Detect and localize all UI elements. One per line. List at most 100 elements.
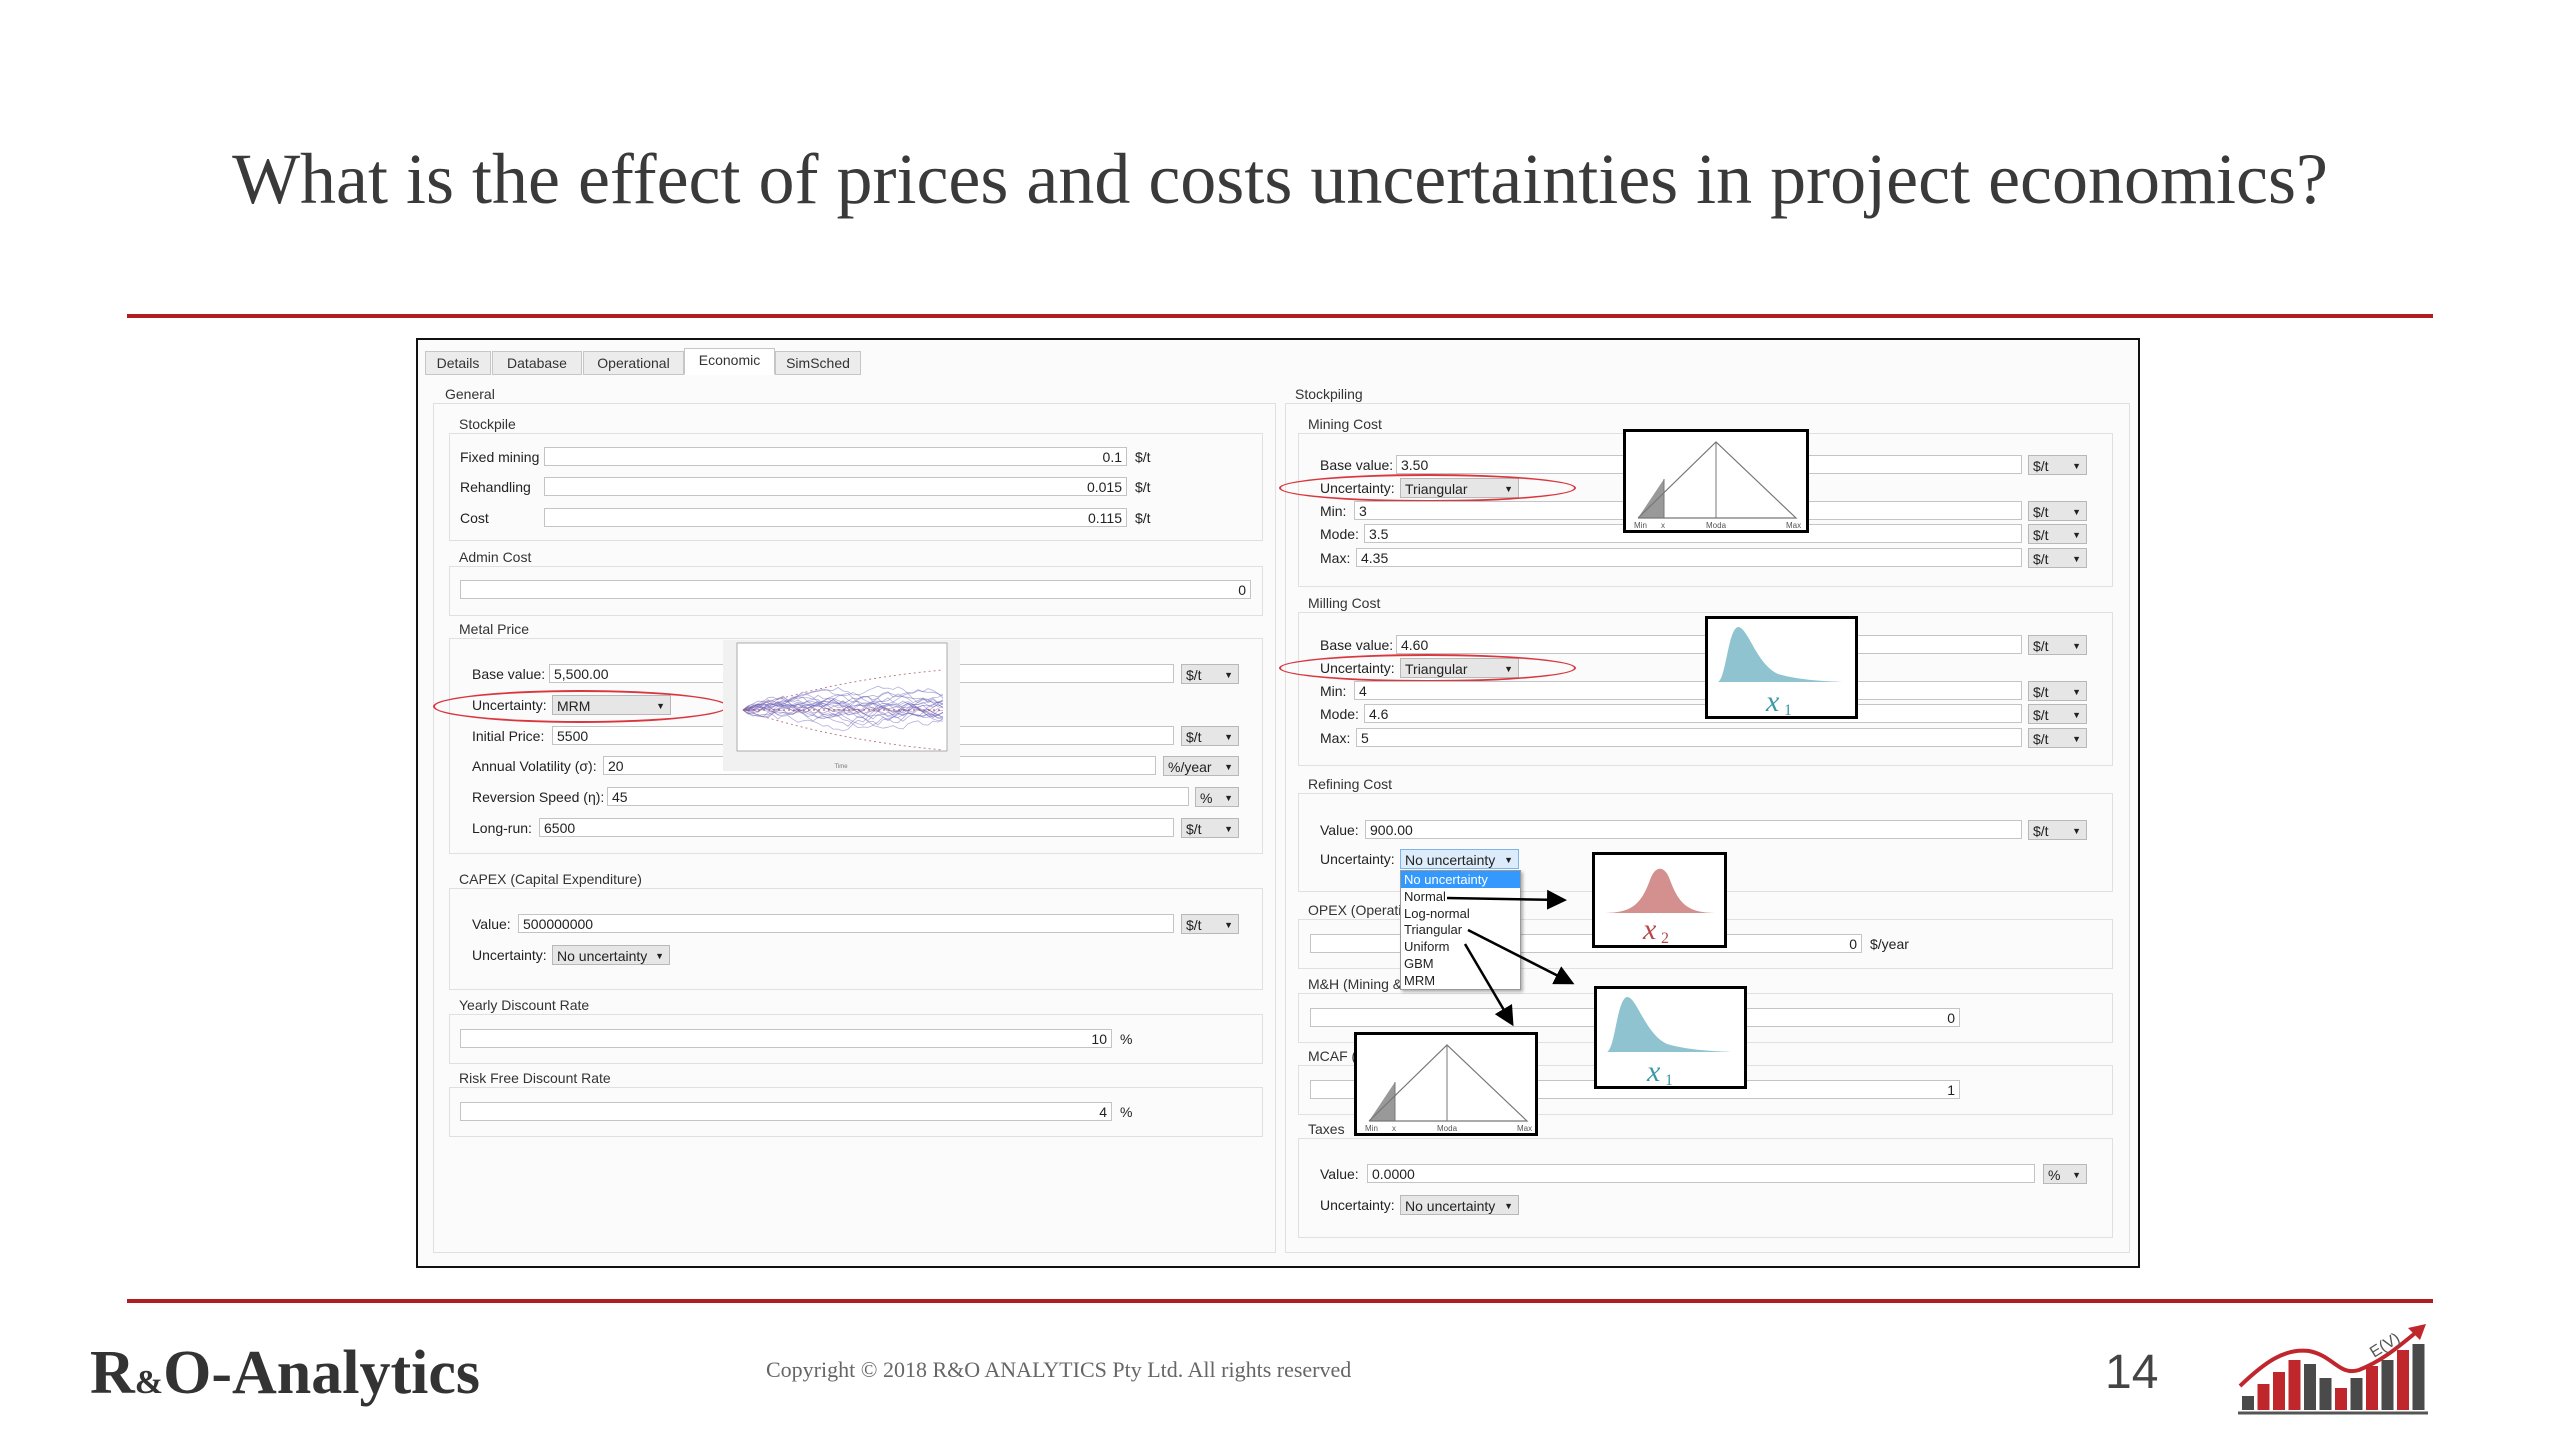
milling-mode-label: Mode:: [1320, 706, 1359, 722]
mrm-path: [742, 685, 944, 720]
unit-value: $/t: [2033, 684, 2049, 700]
taxes-uncertainty-label: Uncertainty:: [1320, 1197, 1395, 1213]
reversion-unit-select[interactable]: % ▼: [1195, 787, 1239, 807]
mrm-path: [742, 704, 944, 726]
tab-database[interactable]: Database: [492, 351, 582, 375]
highlight-ellipse: [433, 690, 728, 723]
chevron-down-icon: ▼: [2072, 507, 2081, 517]
opex-input[interactable]: 0: [1310, 934, 1862, 953]
general-group: [433, 403, 1276, 1253]
triangular-distribution-figure: Min x Moda Max: [1623, 429, 1809, 533]
chevron-down-icon: ▼: [1224, 670, 1233, 680]
capex-label: CAPEX (Capital Expenditure): [456, 871, 645, 887]
risk-free-input[interactable]: 4: [460, 1102, 1112, 1121]
brand-amp: &: [134, 1364, 164, 1401]
milling-cost-label: Milling Cost: [1305, 595, 1384, 611]
metal-base-unit-select[interactable]: $/t ▼: [1181, 664, 1239, 684]
yearly-discount-input[interactable]: 10: [460, 1029, 1112, 1048]
tab-economic[interactable]: Economic: [684, 348, 775, 375]
logo-bar: [2412, 1344, 2425, 1410]
tab-simsched[interactable]: SimSched: [775, 351, 861, 375]
admin-cost-input[interactable]: 0: [460, 580, 1251, 599]
mrm-path: [742, 700, 944, 718]
general-label: General: [442, 386, 498, 402]
unit-value: $/t: [2033, 527, 2049, 543]
milling-min-input[interactable]: 4: [1354, 681, 2022, 700]
normal-x-label: x: [1642, 913, 1657, 945]
initial-price-label: Initial Price:: [472, 728, 545, 744]
logo-bar: [2319, 1378, 2332, 1410]
unit-value: $/t: [2033, 638, 2049, 654]
taxes-unit-select[interactable]: % ▼: [2043, 1164, 2087, 1184]
capex-value-input[interactable]: 500000000: [518, 914, 1174, 933]
triangular-plot: Min x Moda Max: [1634, 441, 1801, 530]
tab-details[interactable]: Details: [425, 351, 491, 375]
dropdown-option-gbm[interactable]: GBM: [1404, 955, 1434, 971]
mining-min-unit-select[interactable]: $/t ▼: [2028, 501, 2087, 521]
mrm-path: [742, 705, 944, 725]
triangular-distribution-figure-2: Min x Moda Max: [1354, 1032, 1538, 1136]
cost-input[interactable]: 0.115: [544, 508, 1127, 527]
dropdown-option-mrm[interactable]: MRM: [1404, 972, 1436, 988]
refining-unit-select[interactable]: $/t ▼: [2028, 820, 2087, 840]
milling-base-unit-select[interactable]: $/t ▼: [2028, 635, 2087, 655]
mining-mode-unit-select[interactable]: $/t ▼: [2028, 524, 2087, 544]
capex-group: [449, 888, 1263, 990]
logo-bar: [2350, 1378, 2363, 1410]
unit-value: $/t: [2033, 823, 2049, 839]
taxes-uncertainty-select[interactable]: No uncertainty ▼: [1400, 1195, 1519, 1215]
capex-uncertainty-select[interactable]: No uncertainty ▼: [552, 945, 670, 965]
milling-max-input[interactable]: 5: [1356, 728, 2022, 747]
fixed-mining-input[interactable]: 0.1: [544, 447, 1127, 466]
initial-price-unit-select[interactable]: $/t ▼: [1181, 726, 1239, 746]
admin-cost-group: [449, 566, 1263, 616]
dropdown-option-triangular[interactable]: Triangular: [1404, 922, 1463, 938]
tri-min-label: Min: [1365, 1124, 1378, 1133]
risk-free-label: Risk Free Discount Rate: [456, 1070, 614, 1086]
mining-mode-label: Mode:: [1320, 526, 1359, 542]
normal-subscript: 2: [1661, 930, 1669, 945]
stockpile-group: [449, 433, 1263, 541]
dropdown-option-uniform[interactable]: Uniform: [1404, 939, 1450, 955]
refining-value-input[interactable]: 900.00: [1365, 820, 2022, 839]
logo-bar: [2381, 1360, 2394, 1410]
lognormal-plot: x 1: [1607, 997, 1732, 1089]
tab-operational[interactable]: Operational: [583, 351, 684, 375]
reversion-label: Reversion Speed (η):: [472, 789, 605, 805]
chevron-down-icon: ▼: [2072, 530, 2081, 540]
tri-min-label: Min: [1634, 521, 1647, 530]
rehandling-input[interactable]: 0.015: [544, 477, 1127, 496]
taxes-value-input[interactable]: 0.0000: [1367, 1164, 2035, 1183]
milling-max-unit-select[interactable]: $/t ▼: [2028, 728, 2087, 748]
dropdown-option-normal[interactable]: Normal: [1404, 888, 1446, 904]
tri-mode-label: Moda: [1706, 521, 1727, 530]
volatility-unit-select[interactable]: %/year ▼: [1163, 756, 1239, 776]
mining-base-unit-select[interactable]: $/t ▼: [2028, 455, 2087, 475]
milling-mode-unit-select[interactable]: $/t ▼: [2028, 704, 2087, 724]
unit-value: $/t: [1186, 917, 1202, 933]
cost-unit: $/t: [1135, 510, 1151, 526]
lognormal-subscript: 1: [1784, 702, 1792, 716]
mining-max-input[interactable]: 4.35: [1356, 548, 2022, 567]
dropdown-option-no-uncertainty[interactable]: No uncertainty: [1401, 871, 1520, 888]
logo-bar: [2273, 1372, 2285, 1410]
dropdown-option-log-normal[interactable]: Log-normal: [1404, 905, 1470, 921]
unit-value: %: [1200, 790, 1213, 806]
mining-max-unit-select[interactable]: $/t ▼: [2028, 548, 2087, 568]
reversion-input[interactable]: 45: [607, 787, 1189, 806]
unit-value: $/t: [2033, 504, 2049, 520]
metal-base-label: Base value:: [472, 666, 546, 682]
milling-max-label: Max:: [1320, 730, 1351, 746]
taxes-label: Taxes: [1305, 1121, 1348, 1137]
milling-min-unit-select[interactable]: $/t ▼: [2028, 681, 2087, 701]
refining-uncertainty-select[interactable]: No uncertainty ▼: [1400, 849, 1519, 869]
longrun-input[interactable]: 6500: [539, 818, 1174, 837]
longrun-unit-select[interactable]: $/t ▼: [1181, 818, 1239, 838]
capex-unit-select[interactable]: $/t ▼: [1181, 914, 1239, 934]
page-number: 14: [2105, 1346, 2159, 1399]
milling-mode-input[interactable]: 4.6: [1364, 704, 2022, 723]
chevron-down-icon: ▼: [2072, 1170, 2081, 1180]
logo-bar: [2366, 1366, 2378, 1410]
milling-min-label: Min:: [1320, 683, 1347, 699]
rehandling-label: Rehandling: [460, 479, 531, 495]
